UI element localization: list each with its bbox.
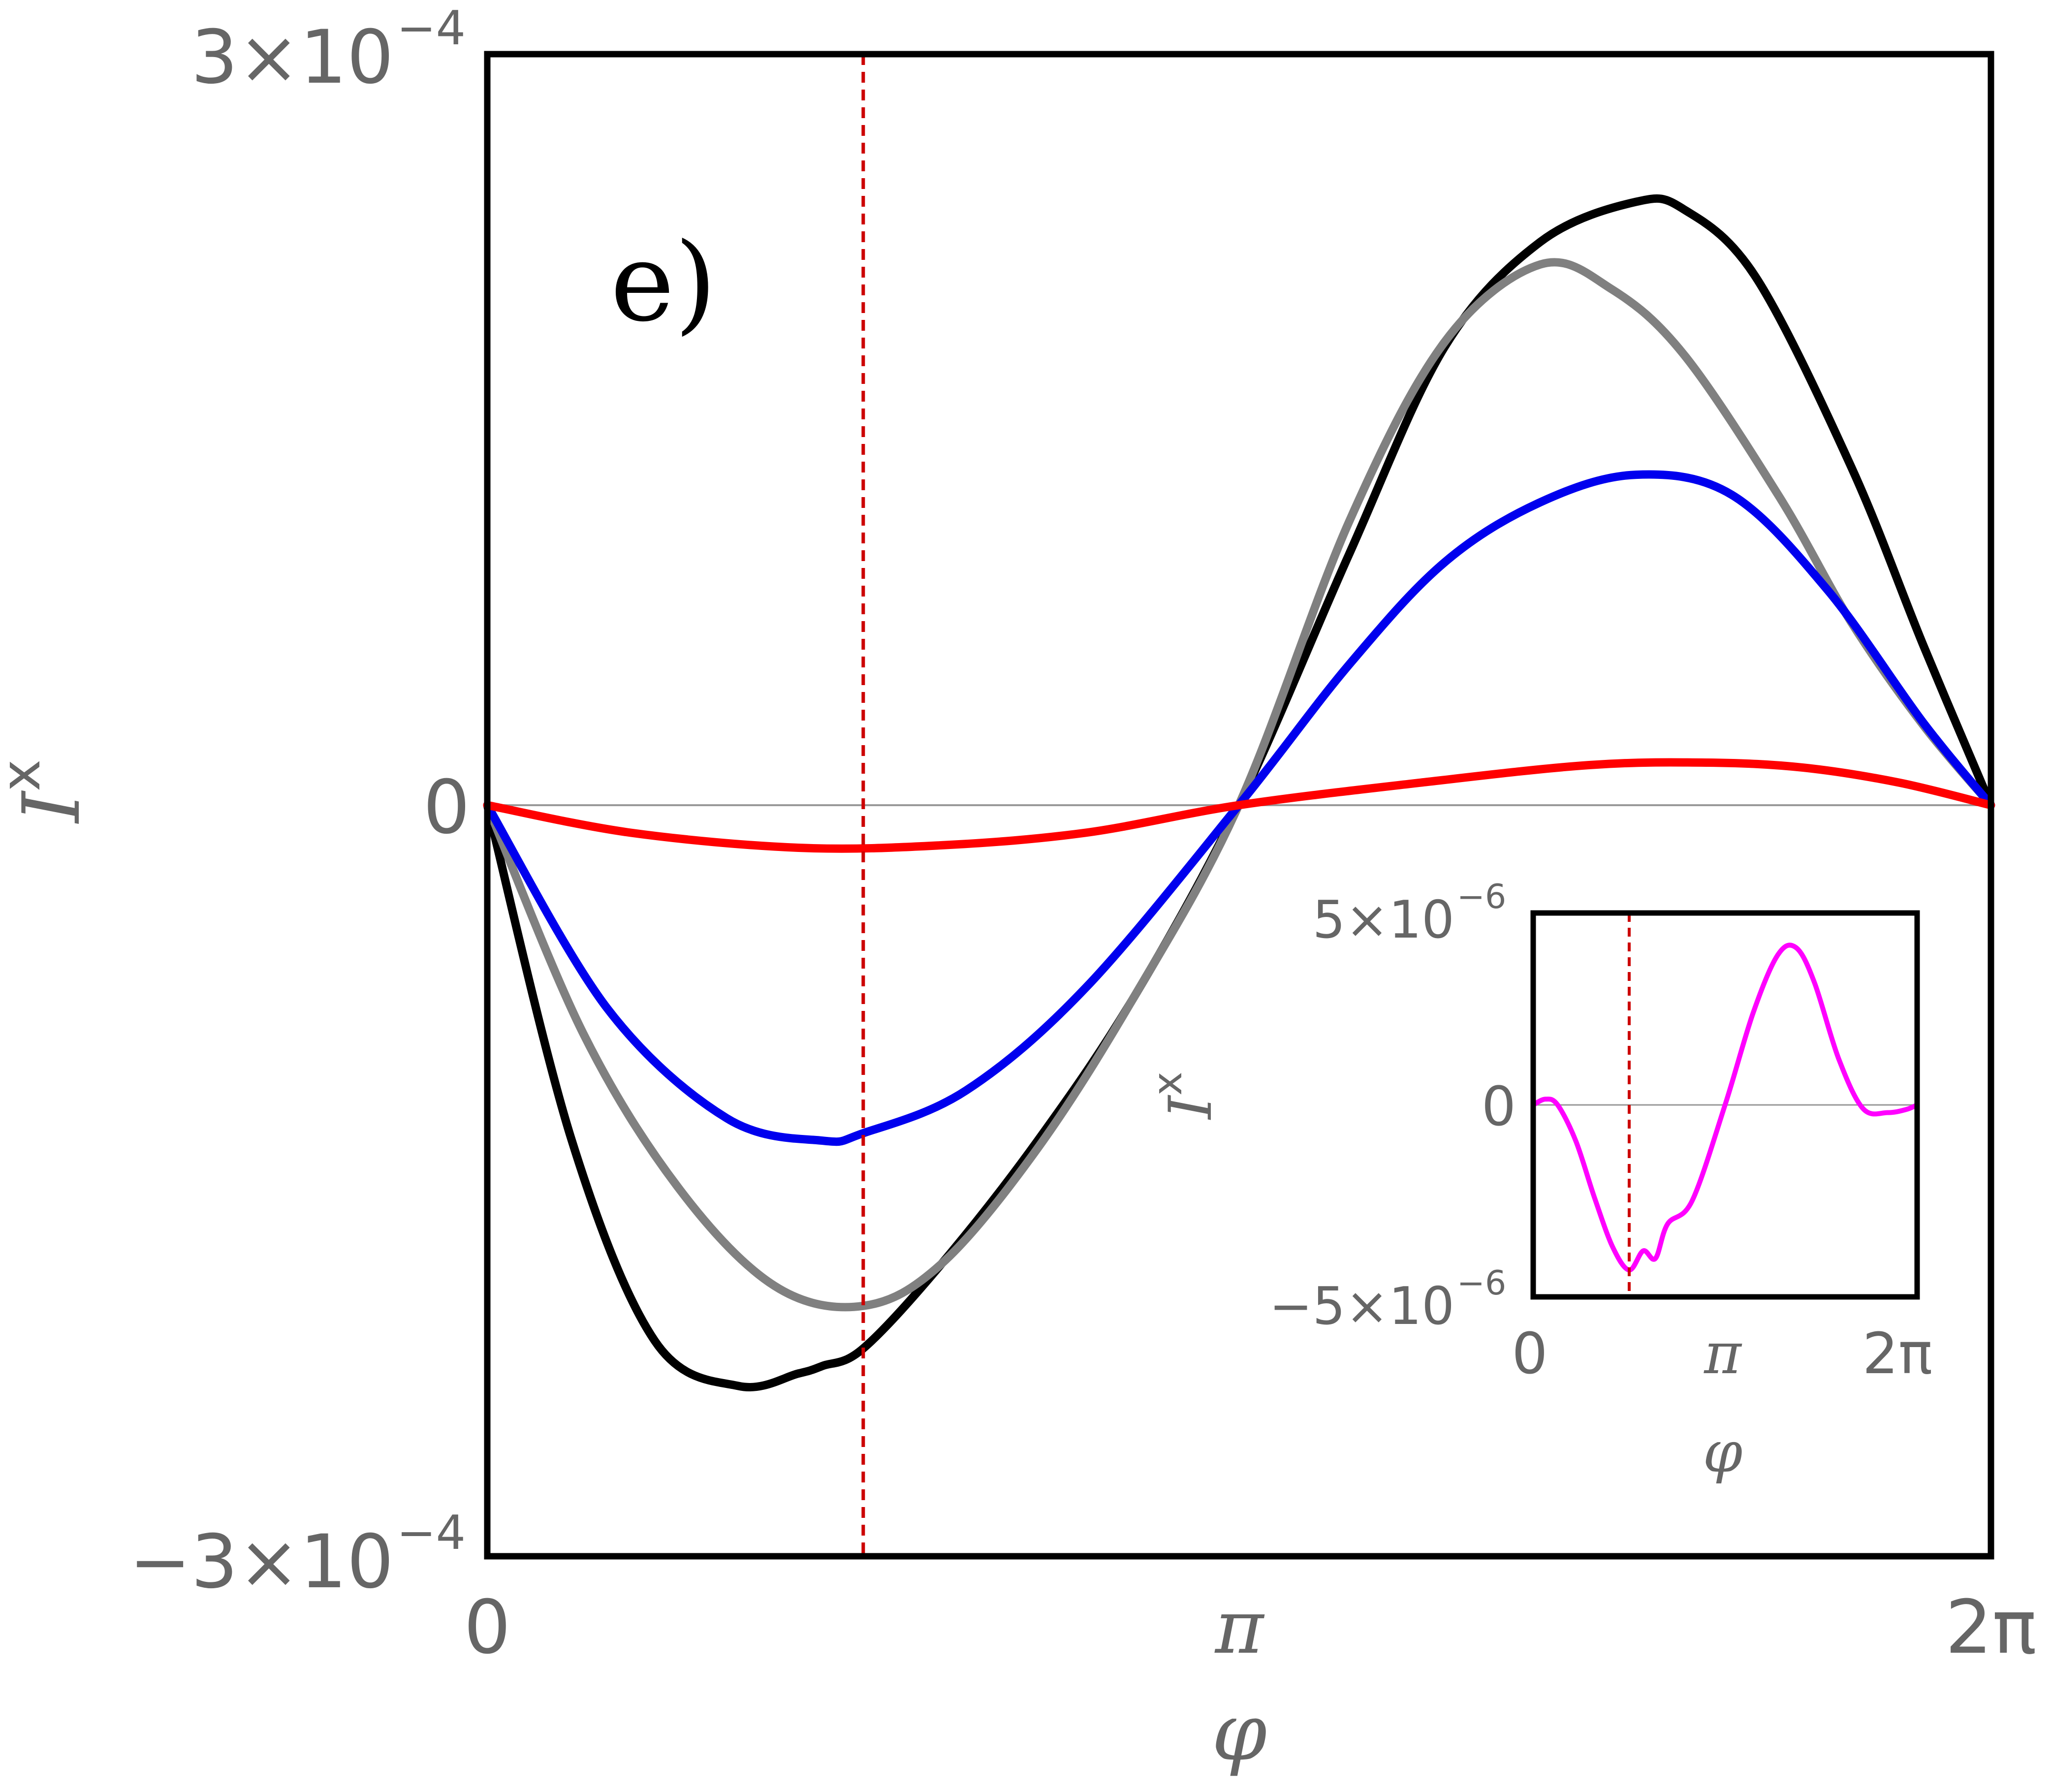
inset-plot-frame <box>1530 910 1920 1300</box>
inset-xtick-pi: π <box>1703 1321 1742 1387</box>
panel-label: e) <box>610 220 717 346</box>
svg-text:I: I <box>5 790 97 824</box>
inset-plot: 5×10 −6 0 −5×10 −6 0 π 2π φ I x <box>1144 878 1932 1485</box>
svg-text:x: x <box>1144 1071 1191 1096</box>
svg-text:5×10: 5×10 <box>1313 890 1454 950</box>
svg-text:−6: −6 <box>1457 878 1506 916</box>
inset-ytick-top: 5×10 −6 <box>1313 878 1507 950</box>
inset-ytick-zero: 0 <box>1482 1075 1516 1138</box>
main-xtick-pi: π <box>1214 1585 1265 1670</box>
svg-text:I: I <box>1157 1095 1225 1120</box>
svg-text:−3×10: −3×10 <box>129 1519 394 1605</box>
svg-text:3×10: 3×10 <box>191 15 394 100</box>
svg-text:0: 0 <box>1482 1075 1516 1138</box>
main-xtick-0: 0 <box>464 1585 510 1670</box>
inset-xlabel: φ <box>1703 1419 1743 1485</box>
main-series-blue <box>483 470 1995 1146</box>
svg-text:−5×10: −5×10 <box>1269 1276 1454 1336</box>
main-ytick-zero: 0 <box>423 765 470 850</box>
main-ytick-bottom: −3×10 −4 <box>129 1506 466 1605</box>
main-series-red <box>483 758 1995 853</box>
svg-text:−4: −4 <box>397 1 466 56</box>
main-ytick-top: 3×10 −4 <box>191 1 466 100</box>
main-ylabel: I x <box>0 759 97 824</box>
inset-xtick-0: 0 <box>1512 1321 1547 1387</box>
inset-xtick-2pi: 2π <box>1862 1321 1932 1387</box>
inset-ytick-bottom: −5×10 −6 <box>1269 1264 1507 1336</box>
main-series-gray <box>483 258 1995 1312</box>
svg-text:0: 0 <box>423 765 470 850</box>
inset-series-magenta <box>1531 943 1920 1273</box>
svg-text:x: x <box>0 759 52 791</box>
svg-text:−6: −6 <box>1457 1264 1506 1303</box>
main-plot-frame <box>484 51 1994 1560</box>
main-xtick-2pi: 2π <box>1945 1585 2037 1670</box>
inset-ylabel: I x <box>1144 1071 1225 1120</box>
main-xlabel: φ <box>1212 1686 1267 1778</box>
svg-text:−4: −4 <box>397 1506 466 1560</box>
